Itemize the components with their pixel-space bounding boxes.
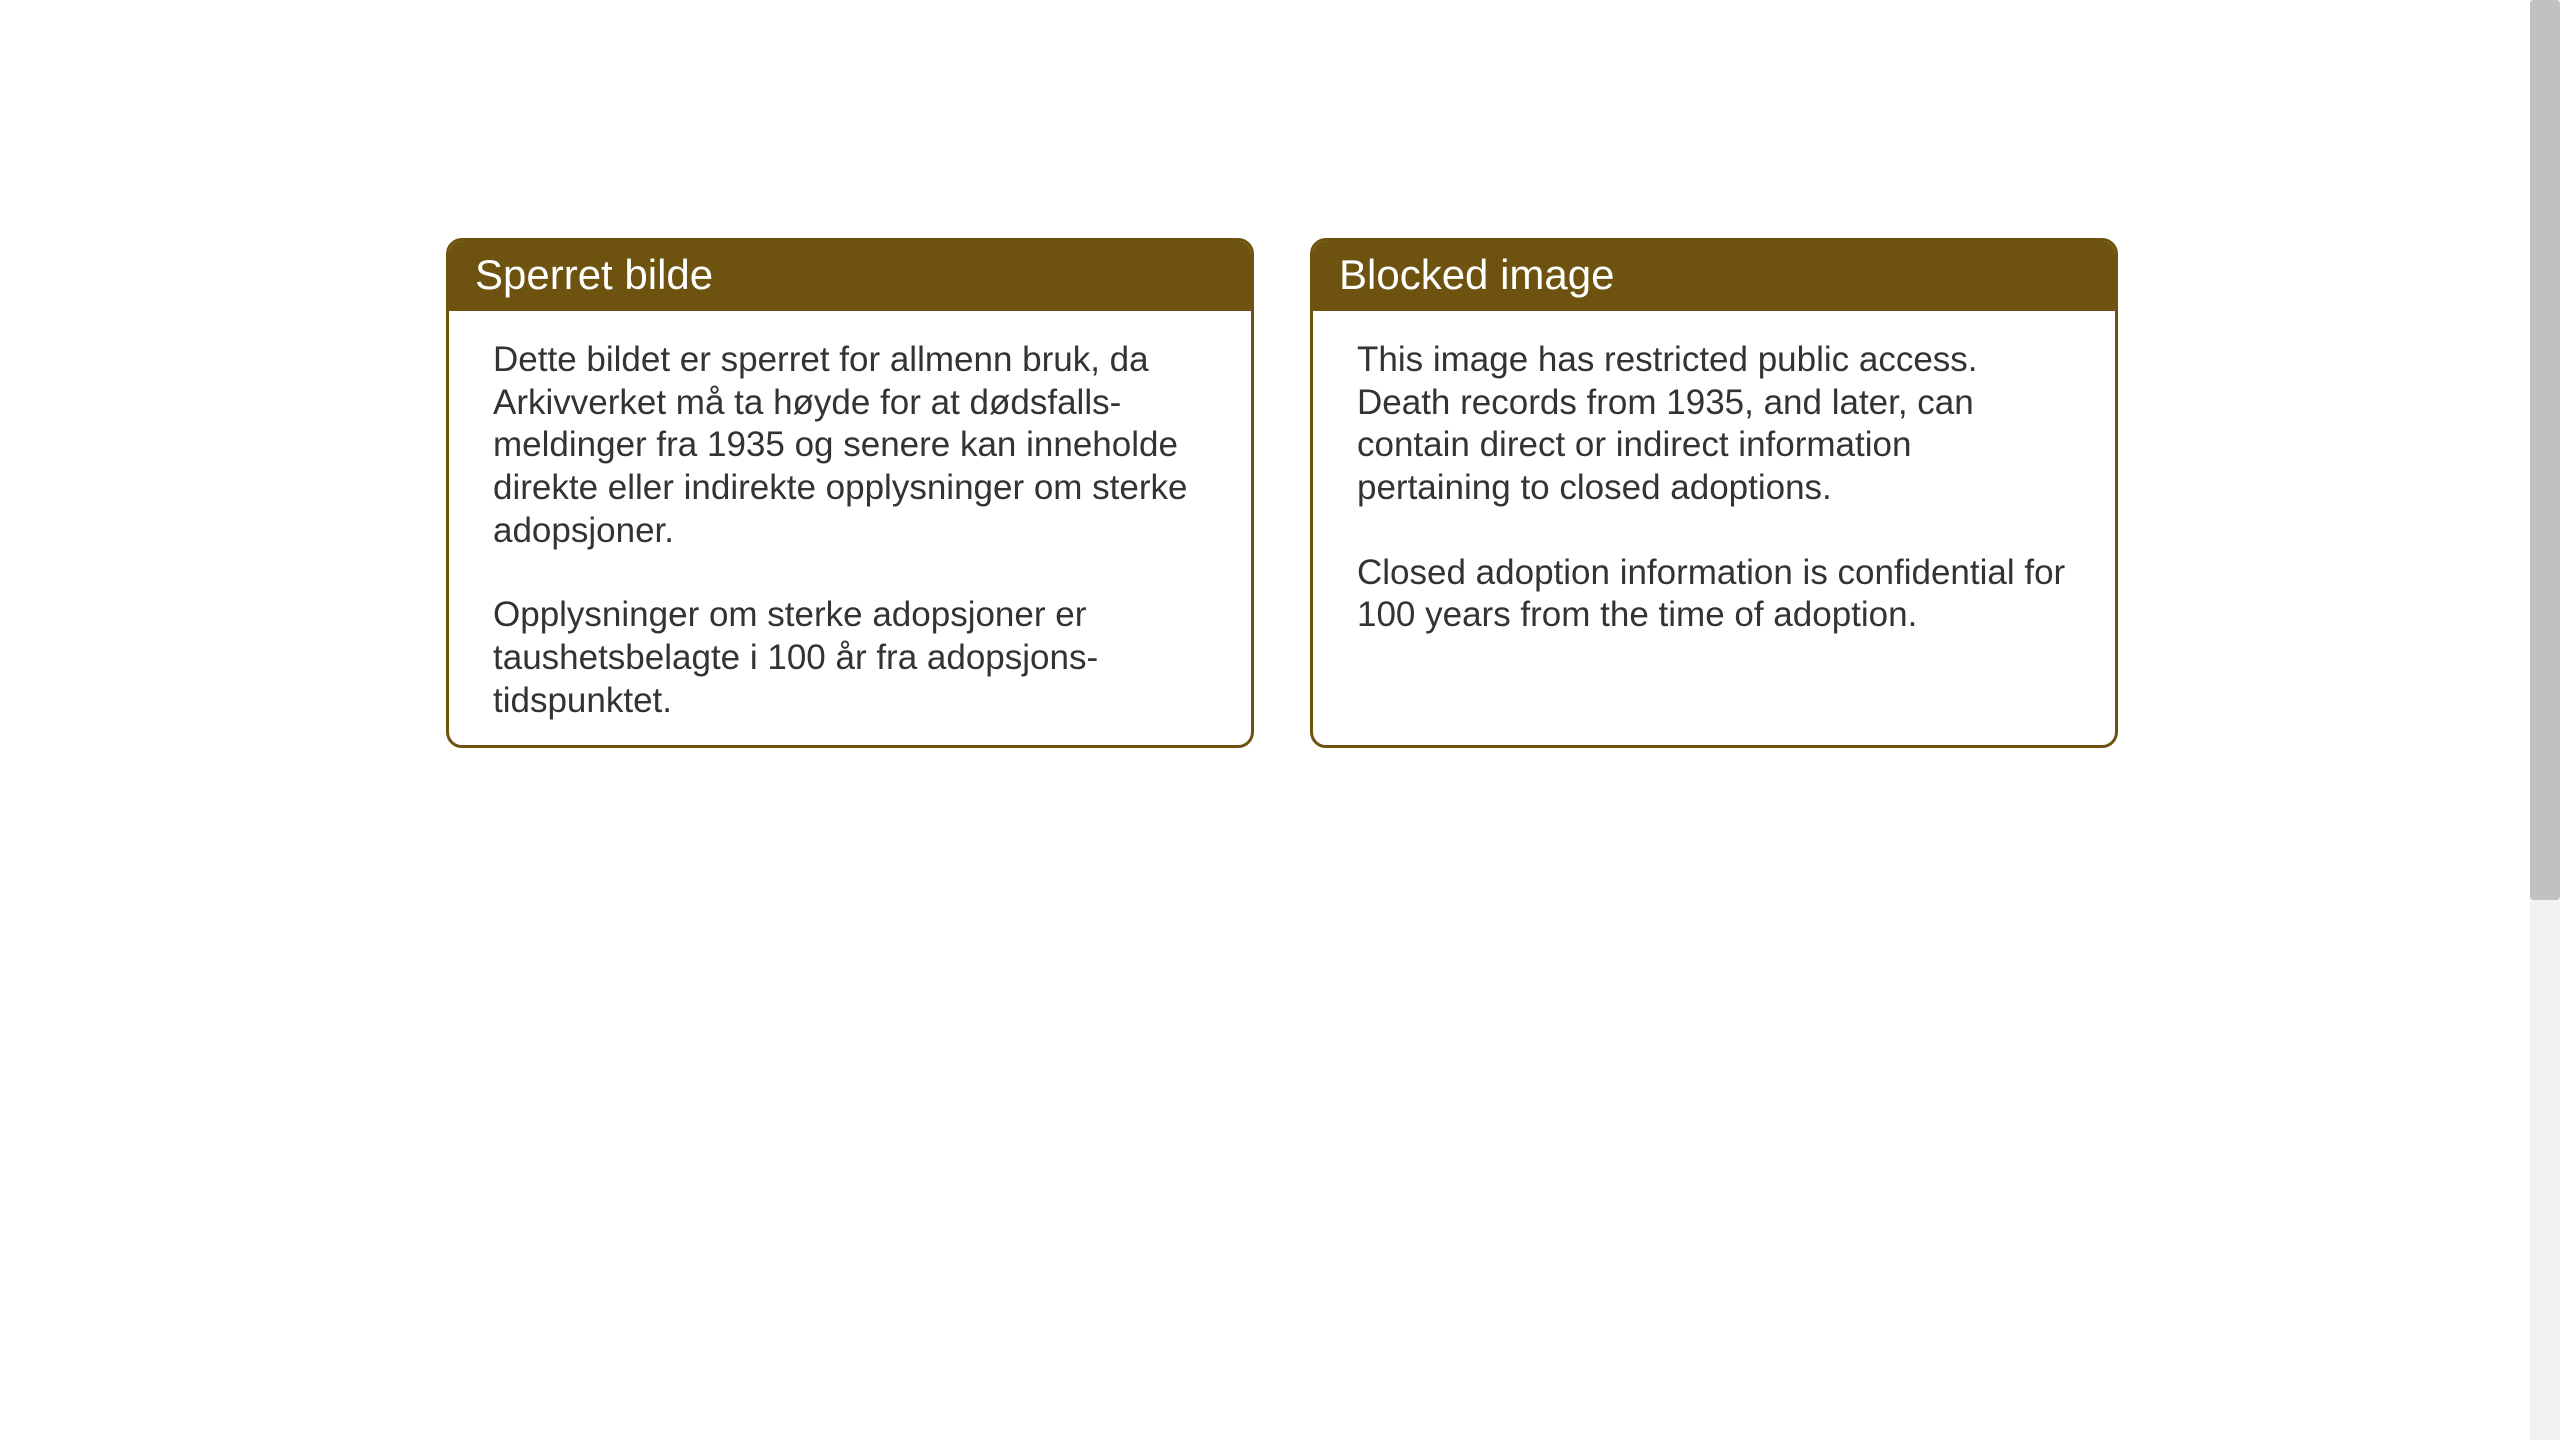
card-paragraph-2-english: Closed adoption information is confident… bbox=[1357, 552, 2071, 637]
card-paragraph-1-english: This image has restricted public access.… bbox=[1357, 339, 2071, 510]
card-body-norwegian: Dette bildet er sperret for allmenn bruk… bbox=[449, 311, 1251, 748]
card-body-english: This image has restricted public access.… bbox=[1313, 311, 2115, 665]
card-title-norwegian: Sperret bilde bbox=[475, 251, 713, 298]
scrollbar-track[interactable] bbox=[2530, 0, 2560, 1440]
card-header-norwegian: Sperret bilde bbox=[449, 241, 1251, 311]
notice-card-norwegian: Sperret bilde Dette bildet er sperret fo… bbox=[446, 238, 1254, 748]
scrollbar-thumb[interactable] bbox=[2530, 0, 2560, 900]
notice-container: Sperret bilde Dette bildet er sperret fo… bbox=[446, 238, 2118, 748]
notice-card-english: Blocked image This image has restricted … bbox=[1310, 238, 2118, 748]
card-header-english: Blocked image bbox=[1313, 241, 2115, 311]
card-paragraph-1-norwegian: Dette bildet er sperret for allmenn bruk… bbox=[493, 339, 1207, 552]
card-title-english: Blocked image bbox=[1339, 251, 1614, 298]
card-paragraph-2-norwegian: Opplysninger om sterke adopsjoner er tau… bbox=[493, 594, 1207, 722]
